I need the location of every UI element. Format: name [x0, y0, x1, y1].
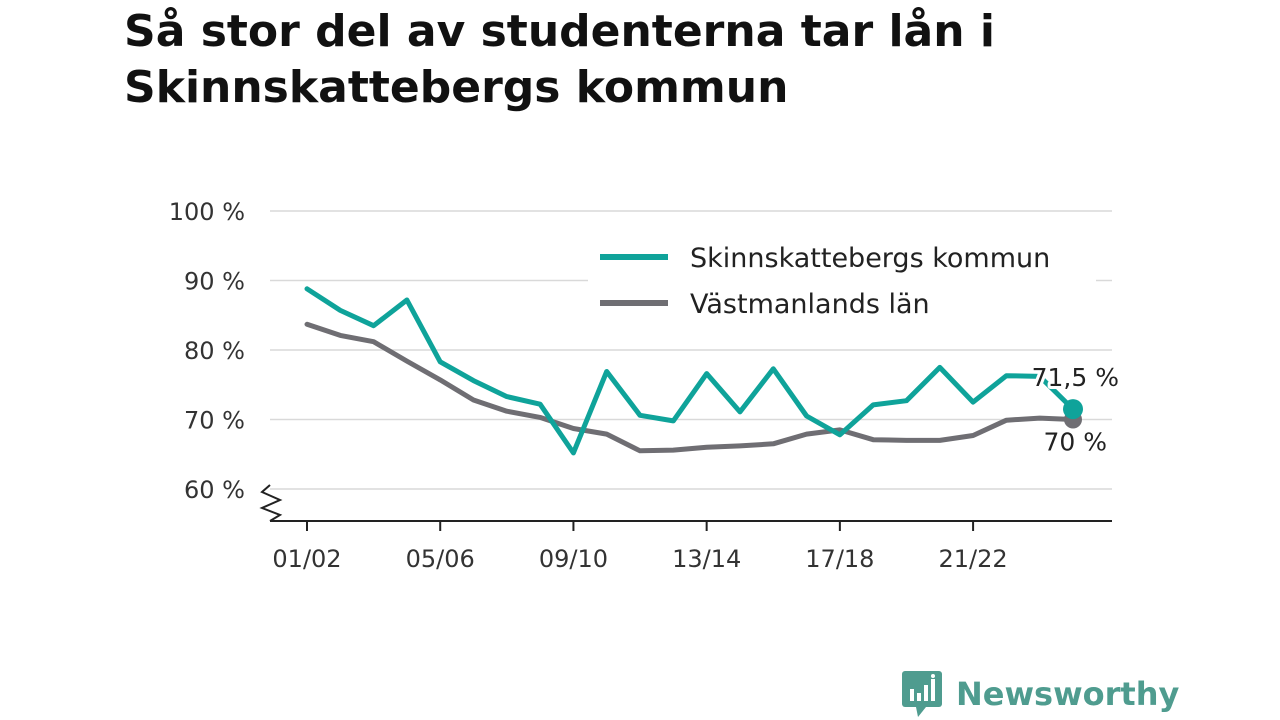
chart-title: Så stor del av studenterna tar lån i Ski…	[124, 6, 995, 113]
axis-break-icon	[259, 484, 283, 522]
legend-label: Västmanlands län	[690, 289, 930, 320]
end-label-halo: 71,5 %	[1032, 363, 1119, 392]
x-tick-label: 17/18	[805, 545, 874, 573]
legend: Skinnskattebergs kommun Västmanlands län	[588, 233, 1096, 333]
y-tick-label: 70 %	[184, 407, 245, 435]
series-end-marker	[1063, 399, 1083, 420]
y-tick-label: 60 %	[184, 476, 245, 504]
x-tick-label: 09/10	[539, 545, 608, 573]
y-tick-label: 90 %	[184, 268, 245, 296]
x-tick-label: 13/14	[672, 545, 741, 573]
y-tick-label: 80 %	[184, 337, 245, 365]
end-label-halo: 70 %	[1043, 428, 1107, 457]
axes: 60 % 70 % 80 % 90 % 100 % 01/02 05/06 09/10 13/1…	[169, 198, 1112, 573]
end-value-label: 70 %	[1043, 428, 1107, 457]
series-line	[304, 286, 1076, 456]
line-chart: 60 % 70 % 80 % 90 % 100 % 01/02 05/06 09/10 13/1…	[168, 198, 1122, 573]
y-tick-label: 100 %	[169, 198, 245, 226]
series-lines	[304, 286, 1083, 456]
x-tick-label: 21/22	[939, 545, 1008, 573]
end-value-label: 71,5 %	[1032, 363, 1119, 392]
legend-background	[588, 233, 1096, 333]
newsworthy-logo: Newsworthy	[902, 668, 1179, 720]
end-labels: 71,5 %71,5 %70 %70 %	[1029, 360, 1122, 459]
brand-name: Newsworthy	[956, 675, 1180, 713]
legend-label: Skinnskattebergs kommun	[690, 243, 1050, 274]
x-tick-label: 01/02	[272, 545, 341, 573]
bar-chart-bubble-icon	[902, 671, 942, 717]
x-tick-label: 05/06	[406, 545, 475, 573]
series-line	[304, 321, 1076, 454]
